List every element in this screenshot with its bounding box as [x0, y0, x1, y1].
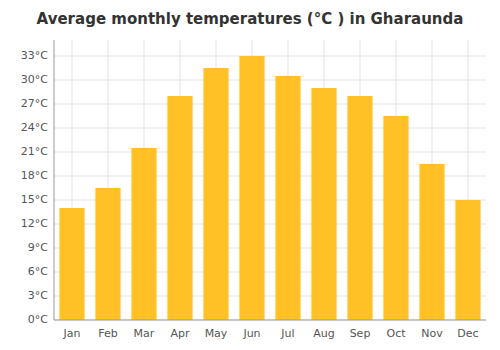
y-tick-label: 33°C — [21, 49, 48, 62]
chart-container: 0°C 3°C 6°C 9°C 12°C 15°C 18°C 21°C 24°C 27°C 30°C… — [0, 0, 500, 350]
y-tick-labels: 0°C 3°C 6°C 9°C 12°C 15°C 18°C 21°C 24°C 27°C 30°C… — [21, 49, 48, 326]
x-tick-label: May — [205, 327, 228, 340]
y-tick-label: 15°C — [21, 193, 48, 206]
bar — [203, 68, 228, 320]
y-tick-label: 3°C — [28, 289, 48, 302]
x-tick-label: Dec — [457, 327, 478, 340]
y-tick-label: 18°C — [21, 169, 48, 182]
chart: 0°C 3°C 6°C 9°C 12°C 15°C 18°C 21°C 24°C 27°C 30°C… — [0, 0, 500, 350]
y-tick-label: 12°C — [21, 217, 48, 230]
bar — [59, 208, 84, 320]
x-tick-label: Jan — [63, 327, 81, 340]
y-tick-label: 9°C — [28, 241, 48, 254]
y-tick-label: 30°C — [21, 73, 48, 86]
y-tick-label: 6°C — [28, 265, 48, 278]
bar — [131, 148, 156, 320]
y-tick-label: 0°C — [28, 313, 48, 326]
bar — [95, 188, 120, 320]
title: Average monthly temperatures (°C ) in Gh… — [37, 10, 464, 28]
x-tick-label: Feb — [98, 327, 117, 340]
grid — [54, 40, 486, 320]
y-grid-line — [54, 320, 486, 321]
bar — [455, 200, 480, 320]
x-tick-label: Sep — [350, 327, 371, 340]
bar — [311, 88, 336, 320]
bar — [239, 56, 264, 320]
y-grid-line — [54, 152, 486, 153]
y-axis-line — [54, 40, 55, 320]
bar — [347, 96, 372, 320]
x-tick-label: Jul — [280, 327, 294, 340]
y-tick-label: 24°C — [21, 121, 48, 134]
y-tick-label: 27°C — [21, 97, 48, 110]
y-grid-line — [54, 56, 486, 57]
bars — [59, 56, 480, 320]
y-grid-line — [54, 128, 486, 129]
x-tick-label: Nov — [421, 327, 443, 340]
y-grid-line — [54, 104, 486, 105]
bar — [275, 76, 300, 320]
x-tick-label: Aug — [313, 327, 334, 340]
bar — [167, 96, 192, 320]
x-axis-line — [54, 320, 486, 321]
bar — [419, 164, 444, 320]
x-tick-label: Mar — [134, 327, 155, 340]
x-tick-label: Apr — [170, 327, 190, 340]
y-tick-label: 21°C — [21, 145, 48, 158]
x-tick-labels: Jan Feb Mar Apr May Jun Jul Aug Sep Oct Nov Dec — [63, 327, 479, 340]
bar — [383, 116, 408, 320]
y-grid-line — [54, 80, 486, 81]
x-tick-label: Oct — [386, 327, 406, 340]
x-tick-label: Jun — [242, 327, 260, 340]
